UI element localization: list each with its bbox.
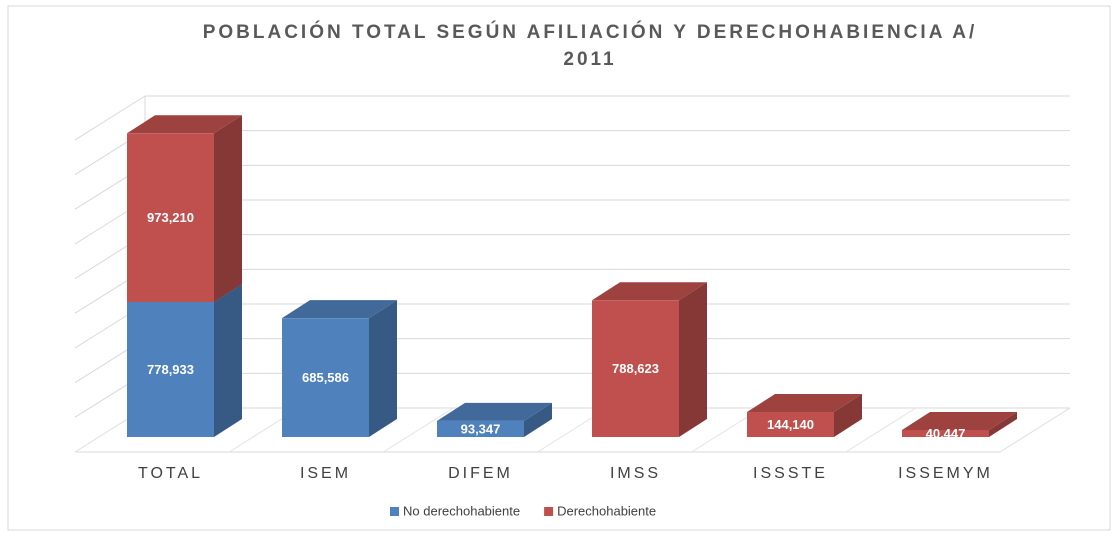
bar [902, 429, 989, 437]
bar-top [282, 300, 397, 319]
bar [592, 300, 679, 437]
bar-top [437, 402, 552, 421]
data-label: 685,586 [302, 370, 349, 385]
bar [127, 301, 214, 437]
bar [747, 412, 834, 437]
x-tick-label: DIFEM [448, 465, 513, 482]
bar-top [747, 394, 862, 413]
bar-top [902, 411, 1017, 430]
legend-swatch [544, 507, 554, 516]
x-tick-label: ISSEMYM [898, 465, 993, 482]
bar-side [214, 115, 242, 302]
legend-label: Derechohabiente [557, 503, 656, 518]
bar-side [214, 283, 242, 437]
data-label: 93,347 [461, 421, 501, 436]
data-label: 40,447 [926, 426, 966, 441]
bar-side [834, 394, 862, 437]
floor-line [383, 407, 454, 453]
side-grid-line [74, 95, 146, 141]
bar [127, 133, 214, 302]
data-label: 973,210 [147, 210, 194, 225]
data-label: 778,933 [147, 362, 194, 377]
bar [437, 420, 524, 437]
x-tick-label: IMSS [610, 465, 661, 482]
bar-side [679, 282, 707, 437]
floor-line [999, 407, 1071, 453]
legend-label: No derechohabiente [403, 503, 520, 518]
bar-side [369, 300, 397, 437]
bar-side [524, 402, 552, 437]
x-tick-label: TOTAL [138, 465, 203, 482]
data-label: 144,140 [767, 417, 814, 432]
chart-title: POBLACIÓN TOTAL SEGÚN AFILIACIÓN Y DEREC… [203, 21, 978, 43]
bar [282, 318, 369, 437]
legend-swatch [390, 507, 399, 516]
bar-top [592, 282, 707, 301]
bar-top [127, 115, 242, 134]
x-tick-label: ISEM [300, 465, 351, 482]
bar-side [989, 411, 1017, 437]
floor-line [845, 407, 917, 453]
x-tick-label: ISSSTE [753, 465, 828, 482]
data-label: 788,623 [612, 361, 659, 376]
chart-subtitle: 2011 [563, 49, 616, 70]
